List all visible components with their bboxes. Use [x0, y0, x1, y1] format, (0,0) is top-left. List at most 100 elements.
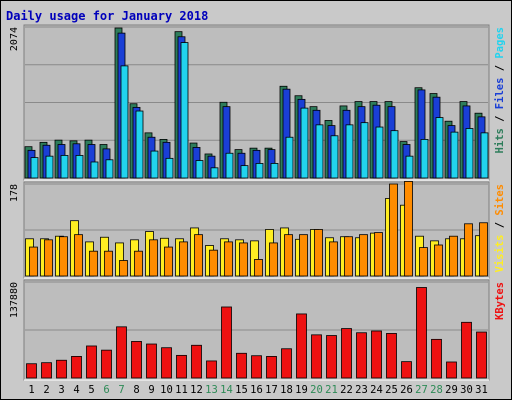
bar-kbytes-day-4	[71, 356, 82, 379]
bar-sites-day-9	[149, 239, 158, 277]
bar-kbytes-day-2	[41, 362, 52, 379]
x-tick-label: 4	[73, 384, 79, 396]
x-tick-label: 20	[310, 384, 323, 396]
bar-pages-day-27	[420, 139, 429, 179]
bar-pages-day-4	[75, 155, 84, 179]
bar-sites-day-23	[359, 234, 368, 277]
bar-pages-day-13	[210, 167, 219, 179]
bar-kbytes-day-23	[356, 332, 367, 379]
bar-pages-day-7	[120, 65, 129, 179]
panel-visits-side-label: Visits / Sites	[494, 184, 506, 273]
bar-kbytes-day-16	[251, 355, 262, 379]
bar-sites-day-6	[104, 250, 113, 277]
bar-pages-day-10	[165, 157, 174, 179]
x-tick-label: 22	[340, 384, 353, 396]
legend-entry: /	[494, 109, 506, 128]
x-tick-label: 7	[118, 384, 124, 396]
x-axis-labels: 1 2 3 4 5 6 7 8 9 10 11 12 13 14 15 16 17 18 19 20 21 22 23 24 2…	[28, 384, 487, 396]
x-tick-label: 19	[295, 384, 308, 396]
panel-hits-side-label: Hits / Files / Pages	[494, 27, 506, 153]
bar-pages-day-26	[405, 155, 414, 179]
bar-sites-day-21	[329, 241, 338, 277]
bar-sites-day-29	[449, 235, 458, 277]
legend-entry: Sites	[494, 184, 506, 216]
bar-kbytes-day-14	[221, 306, 232, 379]
bar-pages-day-3	[60, 155, 69, 179]
bar-sites-day-18	[284, 234, 293, 277]
x-tick-label: 12	[190, 384, 203, 396]
bar-sites-day-17	[269, 242, 278, 277]
bar-pages-day-11	[180, 42, 189, 179]
bar-pages-day-30	[465, 128, 474, 179]
bar-sites-day-22	[344, 236, 353, 277]
bar-sites-day-26	[404, 181, 413, 277]
x-tick-label: 24	[370, 384, 383, 396]
bar-pages-day-14	[225, 152, 234, 179]
bar-pages-day-20	[315, 124, 324, 179]
x-tick-label: 30	[460, 384, 473, 396]
bar-kbytes-day-22	[341, 328, 352, 379]
bar-sites-day-30	[464, 223, 473, 277]
bar-pages-day-19	[300, 107, 309, 179]
bar-pages-day-6	[105, 159, 114, 179]
bar-sites-day-31	[479, 222, 488, 277]
bar-kbytes-day-31	[476, 331, 487, 379]
x-tick-label: 23	[355, 384, 368, 396]
bar-pages-day-15	[240, 165, 249, 179]
panel-kbytes-ytick: 137880	[9, 282, 20, 318]
x-tick-label: 16	[250, 384, 263, 396]
x-tick-label: 3	[58, 384, 64, 396]
bar-pages-day-31	[480, 132, 489, 179]
bar-sites-day-24	[374, 232, 383, 277]
bar-sites-day-15	[239, 242, 248, 277]
bar-pages-day-29	[450, 131, 459, 179]
bar-kbytes-day-19	[296, 313, 307, 379]
panel-visits-ytick: 178	[9, 184, 20, 202]
bar-kbytes-day-10	[161, 347, 172, 379]
bar-kbytes-day-21	[326, 335, 337, 379]
bar-pages-day-1	[30, 157, 39, 179]
x-tick-label: 2	[43, 384, 49, 396]
bar-kbytes-day-27	[416, 287, 427, 379]
legend-entry: Visits	[494, 235, 506, 273]
bar-pages-day-8	[135, 110, 144, 179]
bar-kbytes-day-18	[281, 348, 292, 379]
chart-title: Daily usage for January 2018	[6, 9, 208, 23]
panel-hits-ytick: 2074	[9, 27, 20, 51]
bar-pages-day-5	[90, 161, 99, 179]
bar-kbytes-day-5	[86, 345, 97, 379]
x-tick-label: 1	[28, 384, 34, 396]
panel-kbytes-legend: KBytes	[494, 282, 506, 320]
x-tick-label: 21	[325, 384, 338, 396]
x-tick-label: 11	[175, 384, 188, 396]
x-tick-label: 14	[220, 384, 233, 396]
bar-kbytes-day-7	[116, 326, 127, 379]
bar-sites-day-1	[29, 246, 38, 277]
bar-kbytes-day-11	[176, 354, 187, 379]
bar-sites-day-13	[209, 249, 218, 277]
bar-kbytes-day-13	[206, 360, 217, 379]
bar-kbytes-day-17	[266, 356, 277, 379]
x-tick-label: 6	[103, 384, 109, 396]
x-tick-label: 15	[235, 384, 248, 396]
x-tick-label: 26	[400, 384, 413, 396]
bar-kbytes-day-30	[461, 321, 472, 379]
legend-entry: Hits	[494, 128, 506, 153]
x-tick-label: 9	[148, 384, 154, 396]
bar-sites-day-12	[194, 234, 203, 277]
panel-hits-legend: Hits / Files / Pages	[494, 27, 506, 153]
bar-kbytes-day-6	[101, 349, 112, 379]
bar-pages-day-2	[45, 155, 54, 179]
legend-entry: Pages	[494, 27, 506, 59]
panel-kbytes: 137880 KBytes	[9, 279, 506, 381]
bar-sites-day-11	[179, 241, 188, 277]
panel-visits: 178 Visits / Sites	[9, 181, 506, 279]
bar-sites-day-5	[89, 250, 98, 277]
bar-sites-day-27	[419, 247, 428, 277]
x-tick-label: 31	[475, 384, 488, 396]
panel-visits-legend: Visits / Sites	[494, 184, 506, 273]
bar-kbytes-day-9	[146, 343, 157, 379]
bar-kbytes-day-1	[26, 363, 37, 379]
x-tick-label: 5	[88, 384, 94, 396]
bar-kbytes-day-20	[311, 334, 322, 379]
